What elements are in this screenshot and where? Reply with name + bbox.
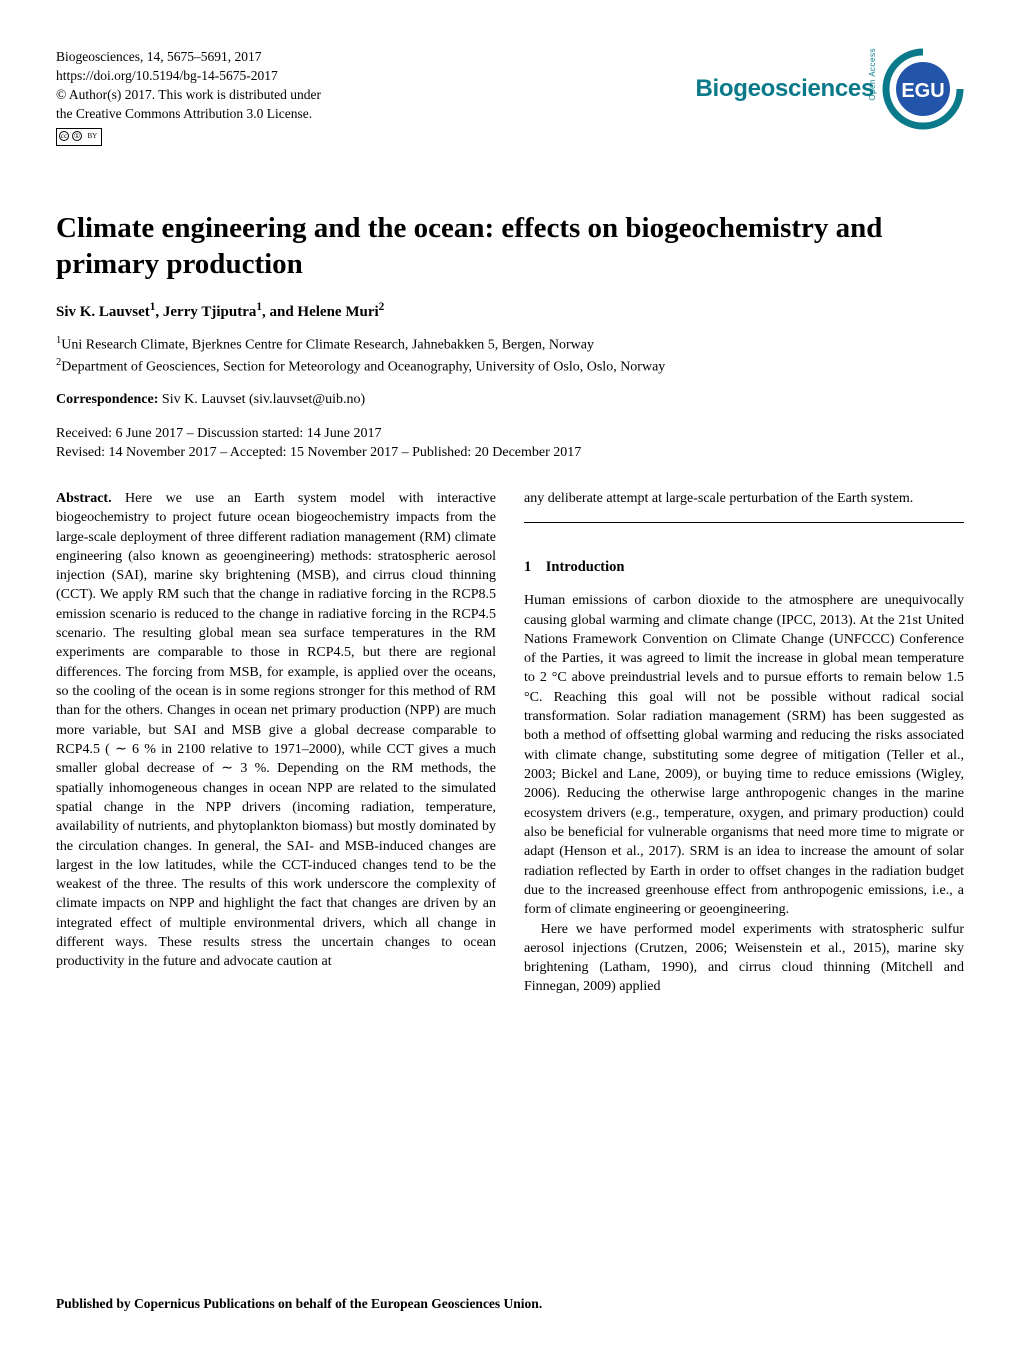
egu-logo: Open Access EGU [882, 48, 964, 130]
journal-logo-block: Biogeosciences Open Access EGU [695, 48, 964, 130]
affiliation-1: 1Uni Research Climate, Bjerknes Centre f… [56, 334, 964, 355]
right-column: any deliberate attempt at large-scale pe… [524, 489, 964, 997]
section-1-heading: 1 Introduction [524, 557, 964, 577]
intro-paragraph-2: Here we have performed model experiments… [524, 920, 964, 997]
copyright-line: © Author(s) 2017. This work is distribut… [56, 86, 321, 105]
egu-logo-svg: EGU [882, 48, 964, 130]
doi-line: https://doi.org/10.5194/bg-14-5675-2017 [56, 67, 321, 86]
citation-line: Biogeosciences, 14, 5675–5691, 2017 [56, 48, 321, 67]
article-title: Climate engineering and the ocean: effec… [56, 210, 964, 283]
affiliation-2: 2Department of Geosciences, Section for … [56, 356, 964, 377]
abstract-body-left: Here we use an Earth system model with i… [56, 491, 496, 970]
authors: Siv K. Lauvset1, Jerry Tjiputra1, and He… [56, 300, 964, 322]
intro-paragraph-1: Human emissions of carbon dioxide to the… [524, 591, 964, 919]
dates-line-2: Revised: 14 November 2017 – Accepted: 15… [56, 443, 964, 463]
abstract-label: Abstract. [56, 491, 112, 506]
correspondence-label: Correspondence: [56, 392, 158, 407]
abstract-paragraph: Abstract. Here we use an Earth system mo… [56, 489, 496, 972]
section-divider [524, 522, 964, 523]
journal-name: Biogeosciences [695, 73, 874, 105]
publication-dates: Received: 6 June 2017 – Discussion start… [56, 424, 964, 463]
license-line: the Creative Commons Attribution 3.0 Lic… [56, 105, 321, 124]
left-column: Abstract. Here we use an Earth system mo… [56, 489, 496, 997]
cc-icon: cc [59, 131, 69, 141]
affiliations: 1Uni Research Climate, Bjerknes Centre f… [56, 334, 964, 377]
two-column-body: Abstract. Here we use an Earth system mo… [56, 489, 964, 997]
correspondence: Correspondence: Siv K. Lauvset (siv.lauv… [56, 391, 964, 410]
header: Biogeosciences, 14, 5675–5691, 2017 http… [56, 48, 964, 146]
dates-line-1: Received: 6 June 2017 – Discussion start… [56, 424, 964, 444]
abstract-tail: any deliberate attempt at large-scale pe… [524, 489, 964, 508]
meta-block: Biogeosciences, 14, 5675–5691, 2017 http… [56, 48, 321, 146]
open-access-label: Open Access [868, 48, 879, 101]
correspondence-text: Siv K. Lauvset (siv.lauvset@uib.no) [158, 392, 365, 407]
cc-by-label: BY [88, 131, 98, 139]
egu-text: EGU [901, 80, 944, 102]
by-icon: ① [72, 131, 82, 141]
footer-publisher: Published by Copernicus Publications on … [56, 1295, 964, 1313]
cc-badge: cc① BY [56, 128, 102, 146]
